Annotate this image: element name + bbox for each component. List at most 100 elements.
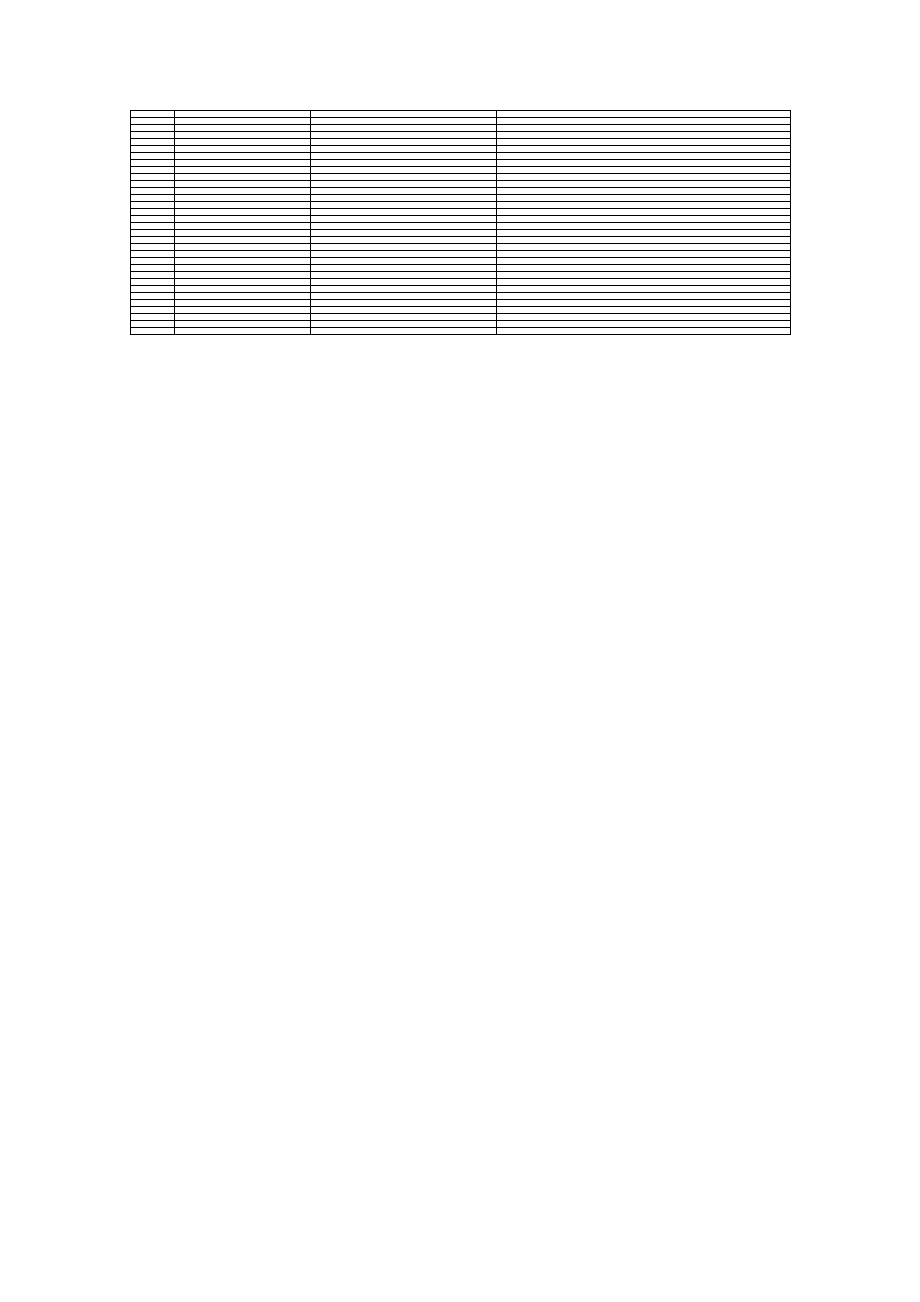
table-cell	[311, 139, 497, 146]
table-cell	[497, 272, 791, 279]
table-cell	[131, 223, 175, 230]
table-cell	[497, 118, 791, 125]
table-cell	[131, 139, 175, 146]
table-cell	[131, 188, 175, 195]
table-row	[131, 174, 791, 181]
table-cell	[311, 111, 497, 118]
table-cell	[131, 300, 175, 307]
table-cell	[311, 153, 497, 160]
table-cell	[311, 272, 497, 279]
table-cell	[497, 244, 791, 251]
table-cell	[175, 153, 311, 160]
table-cell	[175, 167, 311, 174]
standards-table	[130, 110, 791, 335]
table-cell	[311, 167, 497, 174]
table-cell	[131, 237, 175, 244]
table-row	[131, 146, 791, 153]
table-cell	[175, 181, 311, 188]
table-cell	[175, 216, 311, 223]
table-cell	[131, 202, 175, 209]
table-cell	[311, 216, 497, 223]
table-cell	[311, 202, 497, 209]
table-cell	[311, 174, 497, 181]
table-cell	[175, 237, 311, 244]
table-cell	[175, 146, 311, 153]
table-cell	[175, 132, 311, 139]
table-cell	[311, 160, 497, 167]
table-cell	[175, 160, 311, 167]
table-cell	[131, 216, 175, 223]
table-cell	[131, 286, 175, 293]
table-cell	[175, 286, 311, 293]
table-cell	[175, 293, 311, 300]
table-cell	[311, 181, 497, 188]
table-row	[131, 195, 791, 202]
table-row	[131, 181, 791, 188]
table-row	[131, 160, 791, 167]
table-row	[131, 167, 791, 174]
table-cell	[497, 125, 791, 132]
table-cell	[497, 307, 791, 314]
table-row	[131, 293, 791, 300]
table-cell	[131, 111, 175, 118]
table-cell	[311, 321, 497, 328]
table-cell	[175, 111, 311, 118]
table-cell	[131, 153, 175, 160]
table-row	[131, 258, 791, 265]
table-cell	[311, 188, 497, 195]
table-cell	[497, 279, 791, 286]
table-cell	[131, 279, 175, 286]
table-cell	[497, 258, 791, 265]
table-cell	[311, 328, 497, 335]
table-cell	[497, 188, 791, 195]
table-row	[131, 125, 791, 132]
table-cell	[131, 314, 175, 321]
table-cell	[131, 328, 175, 335]
table-cell	[131, 265, 175, 272]
table-cell	[497, 293, 791, 300]
table-cell	[131, 230, 175, 237]
table-cell	[175, 307, 311, 314]
table-cell	[497, 223, 791, 230]
table-cell	[131, 293, 175, 300]
table-cell	[175, 202, 311, 209]
table-cell	[131, 181, 175, 188]
table-row	[131, 314, 791, 321]
table-cell	[311, 209, 497, 216]
table-cell	[311, 132, 497, 139]
table-cell	[131, 195, 175, 202]
table-cell	[175, 258, 311, 265]
table-cell	[175, 223, 311, 230]
table-cell	[497, 153, 791, 160]
table-cell	[497, 181, 791, 188]
table-cell	[131, 125, 175, 132]
table-cell	[175, 174, 311, 181]
table-cell	[175, 300, 311, 307]
table-cell	[131, 167, 175, 174]
table-cell	[311, 293, 497, 300]
table-row	[131, 111, 791, 118]
table-cell	[175, 139, 311, 146]
table-row	[131, 251, 791, 258]
table-row	[131, 132, 791, 139]
table-row	[131, 153, 791, 160]
table-cell	[131, 174, 175, 181]
table-cell	[131, 321, 175, 328]
table-row	[131, 321, 791, 328]
table-cell	[131, 307, 175, 314]
table-cell	[131, 251, 175, 258]
table-cell	[311, 265, 497, 272]
table-cell	[311, 230, 497, 237]
table-cell	[175, 244, 311, 251]
table-cell	[175, 328, 311, 335]
table-cell	[497, 314, 791, 321]
table-cell	[497, 209, 791, 216]
table-cell	[175, 279, 311, 286]
table-row	[131, 209, 791, 216]
table-cell	[311, 237, 497, 244]
table-cell	[175, 265, 311, 272]
table-row	[131, 307, 791, 314]
table-cell	[497, 167, 791, 174]
table-cell	[311, 195, 497, 202]
table-cell	[497, 195, 791, 202]
